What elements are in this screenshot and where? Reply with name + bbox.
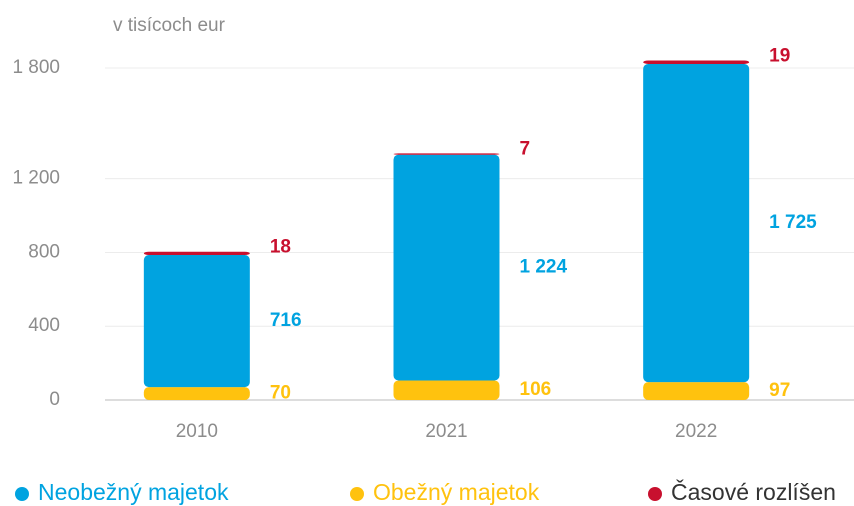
legend-marker	[350, 487, 364, 501]
y-tick-label: 1 800	[12, 57, 60, 78]
bar-segment	[393, 153, 500, 155]
data-label: 1 725	[769, 212, 817, 233]
x-tick-label: 2010	[176, 421, 218, 442]
y-tick-label: 400	[28, 315, 60, 336]
y-tick-label: 0	[49, 389, 60, 410]
bar-segment	[393, 154, 500, 381]
data-label: 97	[769, 380, 790, 401]
axis-unit: v tisícoch eur	[113, 15, 226, 36]
y-tick-label: 800	[28, 241, 60, 262]
data-label: 7	[520, 138, 531, 159]
legend-marker	[648, 487, 662, 501]
x-tick-label: 2021	[425, 421, 467, 442]
x-tick-label: 2022	[675, 421, 717, 442]
bar-segment	[143, 387, 250, 400]
data-label: 19	[769, 45, 790, 66]
bar-segment	[143, 255, 250, 388]
data-label: 18	[270, 237, 291, 258]
data-label: 106	[520, 379, 552, 400]
bar-segment	[143, 251, 250, 256]
legend-marker	[15, 487, 29, 501]
data-label: 70	[270, 383, 291, 404]
legend-label: Neobežný majetok	[38, 479, 229, 505]
y-tick-label: 1 200	[12, 168, 60, 189]
data-label: 716	[270, 310, 302, 331]
legend-label: Obežný majetok	[373, 479, 540, 505]
legend-label: Časové rozlíšen	[671, 478, 836, 505]
bar-segment	[393, 380, 500, 400]
bar-segment	[643, 63, 750, 383]
data-label: 1 224	[520, 257, 568, 278]
bar-segment	[643, 382, 750, 400]
bar-segment	[643, 60, 750, 64]
